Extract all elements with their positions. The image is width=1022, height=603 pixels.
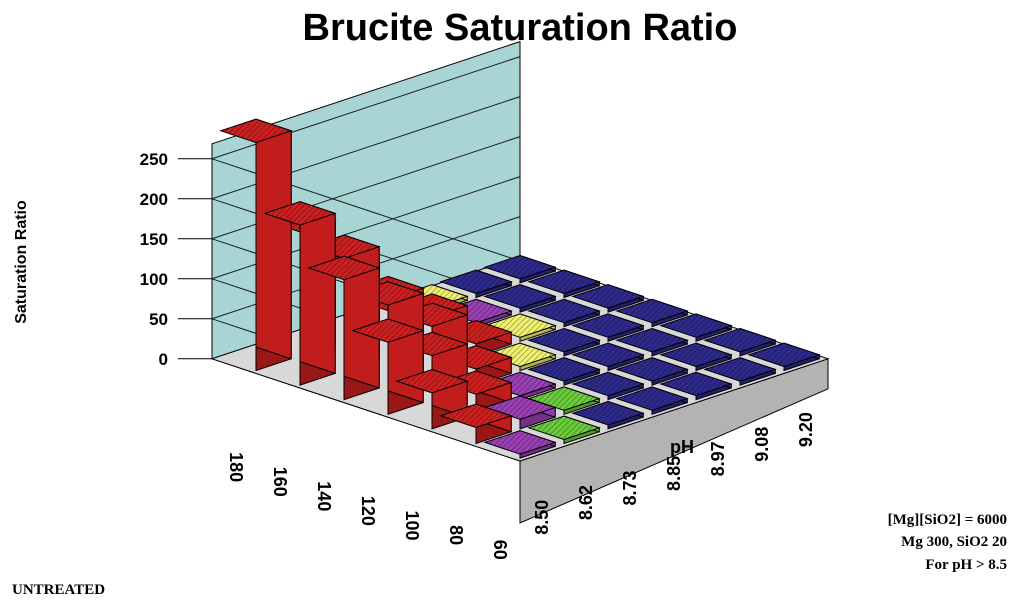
x-tick-label: 60	[490, 540, 510, 560]
x-tick-label: 100	[402, 511, 422, 541]
bar-top-hatch	[396, 369, 468, 393]
bar	[263, 201, 337, 386]
bar	[615, 327, 689, 357]
bar-top-hatch	[748, 343, 820, 367]
bar-top-hatch	[616, 386, 688, 411]
z-tick-label: 0	[159, 350, 168, 369]
bar-top-hatch	[528, 299, 600, 323]
bar-top-hatch	[484, 284, 556, 309]
bar	[659, 342, 733, 372]
bar	[659, 371, 733, 401]
z-tick-label: 250	[140, 150, 168, 169]
bar	[571, 284, 645, 313]
bar	[439, 403, 513, 445]
bar-top-hatch	[660, 372, 732, 396]
bar-front-right-face	[255, 118, 292, 360]
bar-top-hatch	[264, 201, 336, 226]
bar-top-hatch	[572, 313, 644, 338]
bar-top-hatch	[572, 343, 644, 367]
annotation-treatment: UNTREATED	[12, 582, 105, 598]
z-tick-label: 50	[149, 310, 168, 329]
bar-top-hatch	[440, 404, 512, 428]
bar-top-hatch	[220, 119, 292, 143]
y-tick-label: 8.73	[620, 471, 640, 506]
annotation-formula: [Mg][SiO2] = 6000	[888, 512, 1007, 528]
bar-top-hatch	[528, 357, 600, 382]
bar	[571, 371, 645, 401]
bar	[527, 357, 601, 386]
y-tick-label: 9.20	[796, 412, 816, 447]
x-tick-label: 160	[270, 467, 290, 497]
z-tick-label: 200	[140, 190, 168, 209]
bar-top-hatch	[616, 357, 688, 382]
bar	[439, 269, 513, 299]
x-tick-label: 120	[358, 496, 378, 526]
bar-top-hatch	[440, 270, 512, 294]
bar	[571, 342, 645, 372]
z-tick-label: 100	[140, 270, 168, 289]
bar	[615, 298, 689, 328]
bar-top-hatch	[528, 416, 600, 440]
bar	[615, 357, 689, 386]
bar	[483, 395, 557, 430]
y-tick-label: 8.50	[532, 500, 552, 535]
bar-top-hatch	[352, 318, 424, 343]
y-tick-label: 9.08	[752, 427, 772, 462]
bar-top-hatch	[484, 430, 556, 455]
y-tick-label: 8.62	[576, 485, 596, 520]
bar-top-hatch	[528, 270, 600, 294]
bar	[527, 327, 601, 357]
bar	[747, 342, 821, 372]
bar	[703, 357, 777, 386]
y-tick-label: 8.85	[664, 456, 684, 491]
bar	[483, 284, 557, 313]
bar-top-hatch	[704, 328, 776, 352]
bar-top-hatch	[616, 328, 688, 352]
z-tick-label: 150	[140, 230, 168, 249]
x-tick-label: 80	[446, 525, 466, 545]
bar	[615, 386, 689, 415]
y-axis-label: pH	[670, 437, 694, 457]
bar	[527, 298, 601, 328]
bar	[571, 313, 645, 342]
bar	[571, 400, 645, 430]
bar-top-hatch	[572, 372, 644, 396]
bar	[483, 430, 557, 459]
bar-top-hatch	[308, 256, 380, 280]
x-tick-label: 180	[226, 452, 246, 482]
x-axis-label-superscript: o	[348, 426, 356, 441]
z-axis-label: Saturation Ratio	[13, 200, 30, 324]
bar-top-hatch	[704, 357, 776, 382]
bar	[483, 254, 557, 284]
bar-front-right-face	[299, 201, 336, 375]
bar	[527, 269, 601, 299]
y-axis-ticks: 8.50 8.62 8.73 8.85 8.97 9.08 9.20	[532, 412, 816, 535]
bars	[219, 118, 821, 459]
bar	[527, 415, 601, 445]
bar	[439, 370, 513, 415]
x-tick-label: 140	[314, 481, 334, 511]
z-axis-ticks: 0 50 100 150 200 250	[140, 150, 212, 369]
bar-top-hatch	[616, 299, 688, 323]
annotation-condition: For pH > 8.5	[925, 557, 1007, 573]
x-axis-ticks: 180 160 140 120 100 80 60	[226, 452, 510, 560]
y-tick-label: 8.97	[708, 441, 728, 476]
bar-top-hatch	[572, 284, 644, 309]
bar-top-hatch	[660, 313, 732, 338]
bar-top-hatch	[484, 255, 556, 279]
bar-top-hatch	[528, 328, 600, 352]
bar	[395, 368, 469, 430]
x-axis-label: F	[356, 433, 368, 455]
bar-top-hatch	[660, 343, 732, 367]
bar	[703, 327, 777, 357]
bar-top-hatch	[572, 401, 644, 425]
bar	[219, 118, 293, 372]
bar	[659, 313, 733, 342]
annotation-concentrations: Mg 300, SiO2 20	[901, 534, 1007, 550]
